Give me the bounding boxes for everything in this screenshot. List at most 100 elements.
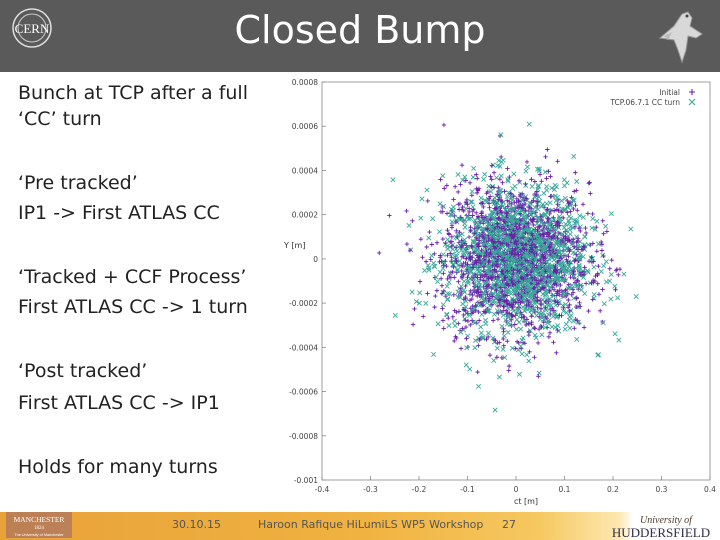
data-point-cc-turn bbox=[491, 251, 497, 257]
data-point-initial bbox=[530, 217, 535, 223]
data-point-initial bbox=[507, 174, 512, 180]
data-point-initial bbox=[572, 258, 577, 264]
data-point-initial bbox=[544, 316, 550, 321]
data-point-cc-turn bbox=[494, 345, 500, 351]
data-point-initial bbox=[444, 183, 450, 188]
data-point-initial bbox=[463, 317, 468, 323]
legend-marker bbox=[689, 89, 695, 95]
data-point-cc-turn bbox=[601, 263, 607, 269]
data-point-initial bbox=[497, 340, 502, 345]
data-point-initial bbox=[499, 355, 505, 360]
data-point-initial bbox=[497, 195, 502, 201]
data-point-cc-turn bbox=[467, 313, 473, 319]
data-point-initial bbox=[495, 340, 500, 346]
data-point-initial bbox=[484, 250, 489, 256]
data-point-initial bbox=[531, 242, 537, 248]
data-point-cc-turn bbox=[560, 308, 567, 314]
data-point-cc-turn bbox=[468, 268, 474, 274]
data-point-cc-turn bbox=[551, 244, 557, 250]
data-point-initial bbox=[529, 268, 534, 274]
y-tick-label: -0.0002 bbox=[289, 299, 318, 308]
data-point-initial bbox=[548, 242, 554, 247]
data-point-initial bbox=[456, 279, 461, 284]
data-point-cc-turn bbox=[486, 221, 492, 227]
data-point-initial bbox=[464, 256, 469, 261]
data-point-initial bbox=[563, 234, 568, 240]
data-point-initial bbox=[557, 313, 562, 318]
data-point-cc-turn bbox=[600, 320, 606, 326]
data-point-cc-turn bbox=[569, 282, 575, 288]
data-point-initial bbox=[459, 275, 465, 281]
data-point-initial bbox=[531, 325, 537, 331]
data-point-initial bbox=[504, 241, 509, 246]
data-point-initial bbox=[529, 314, 534, 319]
data-point-initial bbox=[446, 232, 452, 237]
data-point-initial bbox=[530, 233, 535, 238]
data-point-initial bbox=[559, 275, 565, 280]
data-point-cc-turn bbox=[464, 345, 470, 351]
data-point-initial bbox=[592, 278, 598, 284]
data-point-cc-turn bbox=[502, 229, 508, 235]
data-point-initial bbox=[513, 300, 518, 305]
data-point-cc-turn bbox=[534, 285, 540, 291]
data-point-initial bbox=[511, 268, 516, 273]
data-point-initial bbox=[581, 325, 587, 330]
data-point-cc-turn bbox=[540, 201, 546, 207]
footer-page-number: 27 bbox=[502, 518, 516, 531]
data-point-cc-turn bbox=[425, 262, 431, 268]
data-point-initial bbox=[573, 202, 578, 208]
data-point-initial bbox=[529, 304, 535, 309]
data-point-cc-turn bbox=[469, 188, 475, 195]
data-point-initial bbox=[511, 233, 516, 238]
data-point-initial bbox=[474, 260, 479, 265]
data-point-cc-turn bbox=[568, 312, 574, 319]
data-point-initial bbox=[432, 251, 437, 257]
data-point-cc-turn bbox=[498, 274, 504, 280]
data-point-initial bbox=[495, 303, 501, 309]
data-point-cc-turn bbox=[449, 251, 455, 257]
data-point-initial bbox=[532, 326, 538, 331]
data-point-cc-turn bbox=[585, 268, 591, 274]
data-point-initial bbox=[495, 211, 500, 217]
data-point-cc-turn bbox=[571, 295, 577, 301]
data-point-cc-turn bbox=[560, 242, 566, 248]
data-point-initial bbox=[477, 337, 482, 343]
data-point-initial bbox=[478, 300, 484, 306]
data-point-initial bbox=[495, 216, 501, 221]
data-point-initial bbox=[514, 242, 520, 247]
data-point-cc-turn bbox=[567, 325, 573, 331]
data-point-initial bbox=[581, 244, 586, 249]
data-point-cc-turn bbox=[455, 262, 461, 269]
data-point-cc-turn bbox=[431, 260, 437, 266]
data-point-cc-turn bbox=[481, 291, 487, 297]
data-point-initial bbox=[441, 122, 447, 128]
data-point-initial bbox=[532, 191, 538, 197]
data-point-cc-turn bbox=[557, 249, 563, 255]
data-point-initial bbox=[550, 227, 556, 233]
data-point-initial bbox=[536, 326, 542, 332]
data-point-initial bbox=[543, 269, 548, 274]
data-point-cc-turn bbox=[496, 374, 502, 380]
data-point-initial bbox=[543, 261, 548, 266]
data-point-initial bbox=[478, 289, 484, 295]
data-point-initial bbox=[544, 226, 549, 231]
data-point-initial bbox=[458, 263, 464, 268]
data-point-cc-turn bbox=[520, 198, 526, 204]
data-point-cc-turn bbox=[552, 324, 558, 330]
data-point-initial bbox=[512, 252, 517, 257]
data-point-cc-turn bbox=[447, 291, 453, 297]
data-point-cc-turn bbox=[473, 249, 479, 255]
data-point-initial bbox=[499, 226, 505, 231]
data-point-cc-turn bbox=[523, 168, 529, 174]
data-point-initial bbox=[470, 255, 475, 260]
huddersfield-logo-line1: University of bbox=[640, 515, 693, 526]
data-point-initial bbox=[462, 241, 468, 246]
data-point-initial bbox=[575, 208, 580, 213]
data-point-initial bbox=[534, 282, 539, 287]
data-point-initial bbox=[487, 194, 493, 199]
data-point-cc-turn bbox=[542, 243, 548, 249]
manchester-logo-year: 1824 bbox=[34, 526, 45, 531]
data-point-initial bbox=[486, 196, 492, 201]
data-point-cc-turn bbox=[551, 187, 557, 193]
data-point-initial bbox=[571, 268, 577, 274]
